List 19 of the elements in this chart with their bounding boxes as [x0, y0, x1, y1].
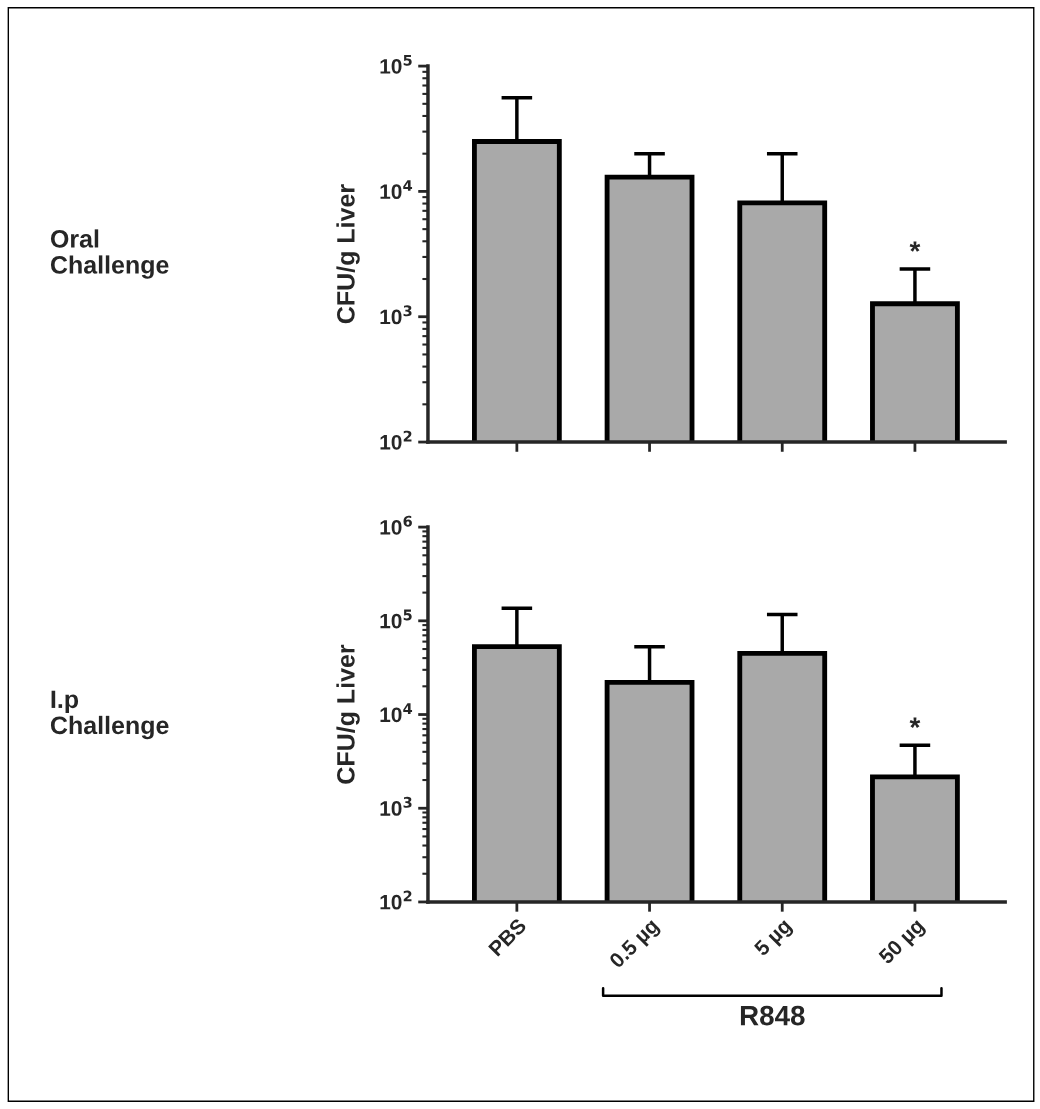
y-tick-label: 10$^{2}$ — [380, 890, 412, 910]
y-tick-label: 10$^{5}$ — [380, 609, 412, 629]
y-tick-label: 10$^{2}$ — [380, 430, 412, 450]
text: Oral Challenge — [50, 229, 169, 279]
y-tick-label: 10$^{4}$ — [380, 180, 413, 200]
x-tick-label: 50 µg — [877, 917, 928, 968]
y-axis-title: CFU/g Liver — [336, 184, 360, 324]
y-tick-label: 10$^{5}$ — [380, 54, 412, 74]
y-tick-label: 10$^{3}$ — [380, 796, 412, 816]
annotation: * — [909, 241, 921, 252]
y-tick-label: 10$^{3}$ — [380, 305, 412, 325]
annotation: * — [909, 717, 921, 728]
y-tick-label: 10$^{6}$ — [380, 515, 412, 535]
y-axis-title: CFU/g Liver — [336, 644, 360, 784]
x-tick-label: 0.5 µg — [608, 917, 663, 972]
y-tick-label: 10$^{4}$ — [380, 703, 413, 723]
text: R848 — [740, 1005, 805, 1026]
x-tick-label: 5 µg — [753, 917, 795, 960]
text: I.p Challenge — [50, 690, 169, 740]
